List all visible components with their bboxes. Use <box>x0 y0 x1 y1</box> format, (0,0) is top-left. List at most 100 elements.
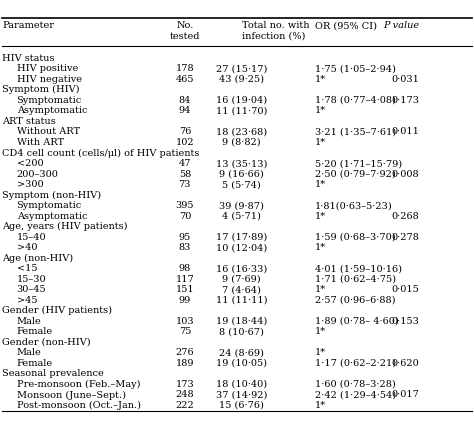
Text: 5·20 (1·71–15·79): 5·20 (1·71–15·79) <box>315 159 402 168</box>
Text: HIV negative: HIV negative <box>17 75 82 84</box>
Text: 99: 99 <box>179 296 191 305</box>
Text: 395: 395 <box>175 201 194 210</box>
Text: 117: 117 <box>175 275 194 284</box>
Text: 95: 95 <box>179 232 191 242</box>
Text: 465: 465 <box>175 75 194 84</box>
Text: HIV status: HIV status <box>2 54 55 63</box>
Text: 1·59 (0·68–3·70): 1·59 (0·68–3·70) <box>315 232 396 242</box>
Text: 43 (9·25): 43 (9·25) <box>219 75 264 84</box>
Text: Male: Male <box>17 348 41 358</box>
Text: CD4 cell count (cells/μl) of HIV patients: CD4 cell count (cells/μl) of HIV patient… <box>2 149 200 158</box>
Text: No.
tested: No. tested <box>170 21 200 41</box>
Text: P value: P value <box>383 21 419 30</box>
Text: 1*: 1* <box>315 348 326 358</box>
Text: 9 (7·69): 9 (7·69) <box>222 275 261 284</box>
Text: 2·57 (0·96–6·88): 2·57 (0·96–6·88) <box>315 296 396 305</box>
Text: Asymptomatic: Asymptomatic <box>17 212 87 221</box>
Text: <15: <15 <box>17 264 37 273</box>
Text: 173: 173 <box>175 380 194 389</box>
Text: 16 (16·33): 16 (16·33) <box>216 264 267 273</box>
Text: 102: 102 <box>175 138 194 147</box>
Text: 2·42 (1·29–4·54): 2·42 (1·29–4·54) <box>315 390 396 400</box>
Text: 58: 58 <box>179 170 191 179</box>
Text: 19 (10·05): 19 (10·05) <box>216 359 267 368</box>
Text: Symptomatic: Symptomatic <box>17 96 82 105</box>
Text: 276: 276 <box>175 348 194 358</box>
Text: 4·01 (1·59–10·16): 4·01 (1·59–10·16) <box>315 264 402 273</box>
Text: 1*: 1* <box>315 401 326 410</box>
Text: 76: 76 <box>179 127 191 137</box>
Text: 0·031: 0·031 <box>392 75 419 84</box>
Text: <200: <200 <box>17 159 43 168</box>
Text: 4 (5·71): 4 (5·71) <box>222 212 261 221</box>
Text: 0·015: 0·015 <box>392 285 419 294</box>
Text: 9 (16·66): 9 (16·66) <box>219 170 264 179</box>
Text: 10 (12·04): 10 (12·04) <box>216 243 267 252</box>
Text: 0·173: 0·173 <box>392 96 419 105</box>
Text: 17 (17·89): 17 (17·89) <box>216 232 267 242</box>
Text: 151: 151 <box>175 285 194 294</box>
Text: Gender (HIV patients): Gender (HIV patients) <box>2 306 112 316</box>
Text: 98: 98 <box>179 264 191 273</box>
Text: Age (non-HIV): Age (non-HIV) <box>2 254 73 263</box>
Text: 47: 47 <box>179 159 191 168</box>
Text: HIV positive: HIV positive <box>17 65 78 73</box>
Text: 1·78 (0·77–4·08): 1·78 (0·77–4·08) <box>315 96 396 105</box>
Text: 18 (23·68): 18 (23·68) <box>216 127 267 137</box>
Text: Female: Female <box>17 328 53 336</box>
Text: 248: 248 <box>175 390 194 400</box>
Text: 37 (14·92): 37 (14·92) <box>216 390 267 400</box>
Text: 3·21 (1·35–7·61): 3·21 (1·35–7·61) <box>315 127 396 137</box>
Text: 70: 70 <box>179 212 191 221</box>
Text: OR (95% CI): OR (95% CI) <box>315 21 377 30</box>
Text: 16 (19·04): 16 (19·04) <box>216 96 267 105</box>
Text: >40: >40 <box>17 243 37 252</box>
Text: Symptom (non-HIV): Symptom (non-HIV) <box>2 191 101 200</box>
Text: 19 (18·44): 19 (18·44) <box>216 317 267 326</box>
Text: 5 (5·74): 5 (5·74) <box>222 180 261 189</box>
Text: 0·011: 0·011 <box>392 127 419 137</box>
Text: 222: 222 <box>175 401 194 410</box>
Text: Symptom (HIV): Symptom (HIV) <box>2 85 80 95</box>
Text: Total no. with
infection (%): Total no. with infection (%) <box>242 21 309 41</box>
Text: 15–30: 15–30 <box>17 275 46 284</box>
Text: 1*: 1* <box>315 180 326 189</box>
Text: 7 (4·64): 7 (4·64) <box>222 285 261 294</box>
Text: 84: 84 <box>179 96 191 105</box>
Text: With ART: With ART <box>17 138 64 147</box>
Text: 1*: 1* <box>315 328 326 336</box>
Text: ART status: ART status <box>2 117 56 126</box>
Text: 1·60 (0·78–3·28): 1·60 (0·78–3·28) <box>315 380 396 389</box>
Text: Gender (non-HIV): Gender (non-HIV) <box>2 338 91 347</box>
Text: 94: 94 <box>179 107 191 115</box>
Text: 1·89 (0·78– 4·60): 1·89 (0·78– 4·60) <box>315 317 399 326</box>
Text: 103: 103 <box>175 317 194 326</box>
Text: 189: 189 <box>175 359 194 368</box>
Text: Female: Female <box>17 359 53 368</box>
Text: 27 (15·17): 27 (15·17) <box>216 65 267 73</box>
Text: 0·278: 0·278 <box>392 232 419 242</box>
Text: >300: >300 <box>17 180 43 189</box>
Text: 0·268: 0·268 <box>392 212 419 221</box>
Text: 1·81(0·63–5·23): 1·81(0·63–5·23) <box>315 201 393 210</box>
Text: 2·50 (0·79–7·92): 2·50 (0·79–7·92) <box>315 170 396 179</box>
Text: 200–300: 200–300 <box>17 170 58 179</box>
Text: 24 (8·69): 24 (8·69) <box>219 348 264 358</box>
Text: 1*: 1* <box>315 107 326 115</box>
Text: 0·153: 0·153 <box>392 317 419 326</box>
Text: Without ART: Without ART <box>17 127 80 137</box>
Text: 11 (11·70): 11 (11·70) <box>216 107 267 115</box>
Text: 1*: 1* <box>315 138 326 147</box>
Text: 1·71 (0·62–4·75): 1·71 (0·62–4·75) <box>315 275 396 284</box>
Text: 18 (10·40): 18 (10·40) <box>216 380 267 389</box>
Text: 1*: 1* <box>315 243 326 252</box>
Text: 0·620: 0·620 <box>392 359 419 368</box>
Text: 13 (35·13): 13 (35·13) <box>216 159 267 168</box>
Text: Parameter: Parameter <box>2 21 55 30</box>
Text: 178: 178 <box>175 65 194 73</box>
Text: 30–45: 30–45 <box>17 285 46 294</box>
Text: Symptomatic: Symptomatic <box>17 201 82 210</box>
Text: >45: >45 <box>17 296 37 305</box>
Text: 0·008: 0·008 <box>392 170 419 179</box>
Text: Pre-monsoon (Feb.–May): Pre-monsoon (Feb.–May) <box>17 380 140 389</box>
